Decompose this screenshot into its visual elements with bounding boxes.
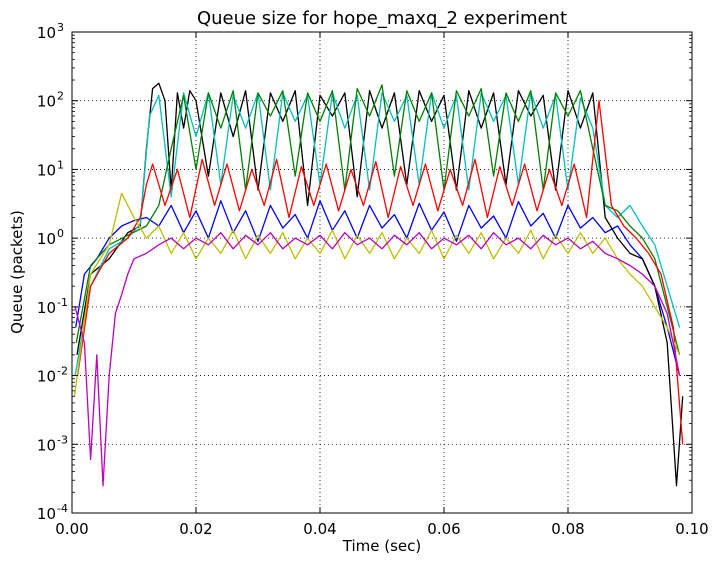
y-tick-label: 10 (37, 230, 56, 248)
y-tick-label-exponent: -3 (57, 433, 68, 446)
tick-marks (71, 31, 693, 514)
x-tick-label: 0.10 (675, 520, 708, 538)
series-line-0 (75, 200, 681, 376)
y-tick-label-exponent: -1 (57, 296, 68, 309)
series-line-6 (74, 232, 681, 487)
y-tick-label-exponent: 0 (57, 227, 64, 240)
y-tick-label: 10 (37, 299, 56, 317)
x-tick-label: 0.06 (427, 520, 460, 538)
y-tick-label: 10 (37, 436, 56, 454)
grid-lines (72, 32, 692, 513)
x-axis-label: Time (sec) (342, 537, 421, 555)
x-tick-label: 0.00 (55, 520, 88, 538)
x-tick-label: 0.04 (303, 520, 336, 538)
series-line-5 (73, 192, 681, 397)
chart-title: Queue size for hope_maxq_2 experiment (197, 8, 567, 29)
series-line-4 (76, 100, 684, 445)
y-tick-label: 10 (37, 161, 56, 179)
series-line-3 (75, 84, 681, 356)
series-line-2 (74, 92, 681, 376)
y-tick-label-exponent: -2 (57, 365, 68, 378)
y-tick-label-exponent: 2 (57, 90, 64, 103)
y-tick-label-exponent: -4 (57, 502, 68, 515)
x-tick-label: 0.02 (179, 520, 212, 538)
y-tick-label-exponent: 3 (57, 21, 64, 34)
y-axis-label: Queue (packets) (8, 210, 26, 334)
y-tick-label: 10 (37, 368, 56, 386)
y-tick-label-exponent: 1 (57, 158, 64, 171)
series-group (73, 82, 684, 487)
y-tick-label: 10 (37, 505, 56, 523)
x-tick-labels: 0.00 0.02 0.04 0.06 0.08 0.10 (55, 520, 708, 538)
plot-frame (71, 31, 693, 514)
y-tick-label: 10 (37, 93, 56, 111)
x-tick-label: 0.08 (551, 520, 584, 538)
y-tick-label: 10 (37, 24, 56, 42)
